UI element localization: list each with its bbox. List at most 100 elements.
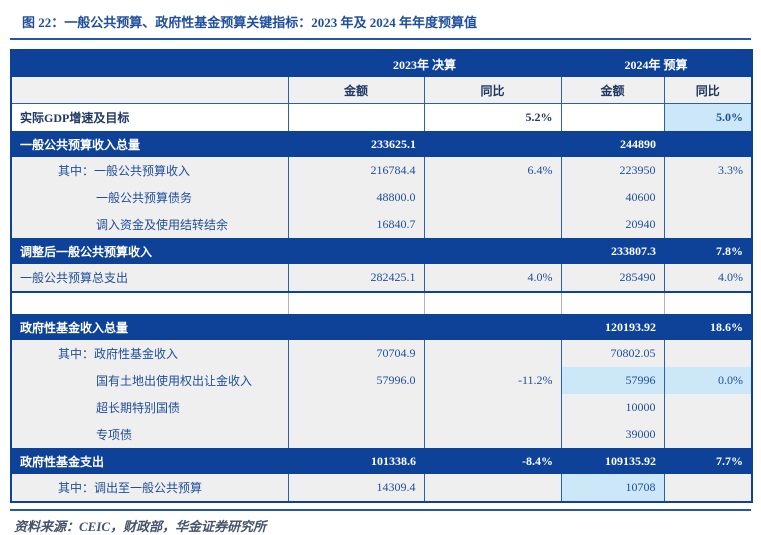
cell-2023-yoy: -11.2%: [423, 367, 562, 394]
cell-2024-yoy: 18.6%: [664, 314, 753, 340]
row-label: 其中：政府性基金收入: [11, 340, 288, 367]
cell-2024-yoy: [663, 474, 753, 502]
source-note: 资料来源：CEIC，财政部，华金证券研究所: [14, 519, 267, 534]
cell-2024-amount: 109135.92: [561, 448, 665, 474]
cell-2023-amount: 16840.7: [287, 211, 424, 238]
cell-2023-amount: [287, 103, 424, 131]
cell-2024-amount: 39000: [560, 421, 665, 448]
cell-2023-yoy: -8.4%: [424, 448, 562, 474]
cell-2024-amount: 20940: [560, 211, 665, 238]
cell-2024-amount: 10000: [560, 394, 665, 421]
cell-2023-amount: 14309.4: [287, 474, 424, 502]
cell-2023-amount: 233625.1: [288, 131, 424, 157]
column-group-header-row: 2023年 决算 2024年 预算: [11, 50, 753, 77]
table-row: 实际GDP增速及目标 5.2% 5.0%: [11, 103, 753, 131]
row-label: 调整后一般公共预算收入: [11, 238, 288, 264]
cell-2024-yoy: [663, 394, 753, 421]
table-row: 调整后一般公共预算收入 233807.3 7.8%: [11, 238, 753, 264]
cell-2024-yoy: [664, 131, 753, 157]
cell-2023-amount: 101338.6: [288, 448, 424, 474]
cell-2023-yoy: 6.4%: [423, 157, 562, 184]
row-label: 一般公共预算债务: [11, 184, 288, 211]
cell-2024-yoy: 0.0%: [663, 367, 753, 394]
table-row: 其中：一般公共预算收入 216784.4 6.4% 223950 3.3%: [11, 157, 753, 184]
cell-2023-amount: [288, 314, 424, 340]
cell-2023-yoy: [423, 474, 562, 502]
cell-2024-yoy: 7.8%: [664, 238, 753, 264]
cell-2024-amount: 10708: [560, 474, 665, 502]
cell-2023-yoy: [423, 394, 562, 421]
table-row: 专项债 39000: [11, 421, 753, 448]
cell-2023-yoy: [423, 421, 562, 448]
cell-2024-amount: 285490: [560, 264, 665, 292]
row-label: 政府性基金收入总量: [11, 314, 288, 340]
group-header-2024: 2024年 预算: [561, 50, 753, 77]
table-row: 国有土地出使用权出让金收入 57996.0 -11.2% 57996 0.0%: [11, 367, 753, 394]
cell-2024-amount: [560, 291, 665, 314]
row-label: 其中：调出至一般公共预算: [11, 474, 288, 502]
cell-2023-amount: [288, 238, 424, 264]
table-row: 一般公共预算债务 48800.0 40600: [11, 184, 753, 211]
cell-2024-amount: 57996: [560, 367, 665, 394]
table-row: 调入资金及使用结转结余 16840.7 20940: [11, 211, 753, 238]
table-row: 超长期特别国债 10000: [11, 394, 753, 421]
cell-2024-yoy: 5.0%: [663, 103, 753, 131]
cell-2024-yoy: [663, 291, 753, 314]
corner-cell: [11, 50, 288, 77]
header-2023-amount: 金额: [287, 77, 424, 104]
cell-2023-yoy: [423, 184, 562, 211]
cell-2023-yoy: [423, 291, 562, 314]
cell-2024-yoy: 7.7%: [664, 448, 753, 474]
corner-cell: [11, 77, 288, 104]
cell-2024-amount: [560, 103, 665, 131]
cell-2024-amount: 120193.92: [561, 314, 665, 340]
budget-indicator-table: 2023年 决算 2024年 预算 金额 同比 金额 同比 实际GDP增速及目标…: [10, 49, 754, 503]
cell-2023-amount: [287, 291, 424, 314]
cell-2024-yoy: [663, 421, 753, 448]
cell-2023-yoy: [424, 238, 562, 264]
group-header-2023: 2023年 决算: [288, 50, 562, 77]
table-body: 实际GDP增速及目标 5.2% 5.0% 一般公共预算收入总量 233625.1…: [11, 103, 753, 502]
row-label: 其中：一般公共预算收入: [11, 157, 288, 184]
table-row: 其中：调出至一般公共预算 14309.4 10708: [11, 474, 753, 502]
header-2024-yoy: 同比: [663, 77, 753, 104]
header-2023-yoy: 同比: [423, 77, 562, 104]
row-label: 政府性基金支出: [11, 448, 288, 474]
cell-2024-amount: 70802.05: [560, 340, 665, 367]
cell-2023-yoy: [424, 314, 562, 340]
row-label: 一般公共预算收入总量: [11, 131, 288, 157]
cell-2023-yoy: 5.2%: [423, 103, 562, 131]
footer-divider: [10, 509, 751, 511]
cell-2024-amount: 244890: [561, 131, 665, 157]
cell-2023-yoy: [424, 131, 562, 157]
cell-2023-amount: [287, 421, 424, 448]
cell-2023-yoy: [423, 211, 562, 238]
cell-2023-amount: 48800.0: [287, 184, 424, 211]
figure-title: 图 22：一般公共预算、政府性基金预算关键指标：2023 年及 2024 年年度…: [10, 0, 751, 40]
table-row: 一般公共预算总支出 282425.1 4.0% 285490 4.0%: [11, 264, 753, 292]
table-row: 政府性基金支出 101338.6 -8.4% 109135.92 7.7%: [11, 448, 753, 474]
cell-2024-yoy: 4.0%: [663, 264, 753, 292]
table-row: 一般公共预算收入总量 233625.1 244890: [11, 131, 753, 157]
table-row: [11, 291, 753, 314]
cell-2024-amount: 40600: [560, 184, 665, 211]
row-label: 国有土地出使用权出让金收入: [11, 367, 288, 394]
cell-2024-amount: 233807.3: [561, 238, 665, 264]
table-row: 其中：政府性基金收入 70704.9 70802.05: [11, 340, 753, 367]
row-label: 专项债: [11, 421, 288, 448]
table-row: 政府性基金收入总量 120193.92 18.6%: [11, 314, 753, 340]
cell-2023-amount: 57996.0: [287, 367, 424, 394]
cell-2024-yoy: [663, 340, 753, 367]
cell-2023-amount: 70704.9: [287, 340, 424, 367]
cell-2024-amount: 223950: [560, 157, 665, 184]
cell-2023-amount: [287, 394, 424, 421]
cell-2023-amount: 282425.1: [287, 264, 424, 292]
sub-header-row: 金额 同比 金额 同比: [11, 77, 753, 104]
row-label: [11, 291, 288, 314]
cell-2024-yoy: [663, 184, 753, 211]
row-label: 实际GDP增速及目标: [11, 103, 288, 131]
cell-2024-yoy: [663, 211, 753, 238]
cell-2023-yoy: 4.0%: [423, 264, 562, 292]
row-label: 调入资金及使用结转结余: [11, 211, 288, 238]
header-2024-amount: 金额: [560, 77, 665, 104]
